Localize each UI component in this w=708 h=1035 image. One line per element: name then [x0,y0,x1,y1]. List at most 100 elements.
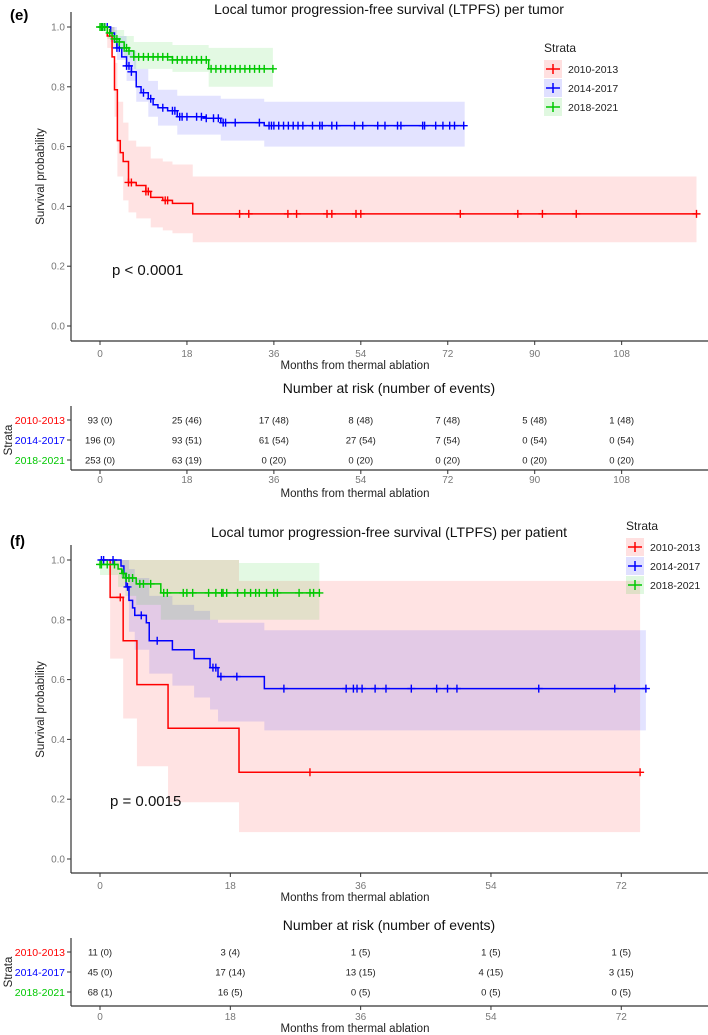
censor-mark [262,588,271,597]
x-tick-label: 72 [616,881,628,892]
censor-mark [158,103,167,112]
censor-mark [538,209,547,218]
censor-mark [298,121,307,130]
risk-cell: 1 (5) [351,948,371,959]
censor-mark [137,611,146,620]
censor-mark [268,64,277,73]
panel-label: (e) [10,7,28,24]
censor-mark [116,593,125,602]
risk-x-tick-label: 0 [97,475,103,486]
censor-mark [232,672,241,681]
legend-key-icon [546,64,560,74]
chart-title: Local tumor progression-free survival (L… [214,1,564,17]
panel-label: (f) [10,533,25,550]
censor-mark [452,684,461,693]
censor-mark [216,672,225,681]
risk-row-label: 2018-2021 [15,987,65,999]
risk-row-label: 2010-2013 [15,415,65,427]
chart-title: Local tumor progression-free survival (L… [211,524,567,540]
censor-mark [381,684,390,693]
censor-mark [110,560,119,569]
risk-x-axis-label: Months from thermal ablation [281,1023,430,1035]
legend-entry: 2010-2013 [568,64,618,76]
risk-cell: 0 (5) [612,988,632,999]
censor-mark [100,23,109,31]
censor-mark [144,187,153,196]
censor-mark [358,121,367,130]
censor-mark [153,636,162,645]
x-tick-label: 0 [97,349,103,360]
legend-entry: 2010-2013 [650,542,700,554]
censor-mark [139,88,148,97]
risk-x-tick-label: 36 [355,1012,367,1023]
risk-cell: 0 (20) [522,456,547,467]
censor-mark [221,118,230,127]
risk-x-tick-label: 18 [225,1012,237,1023]
censor-mark [255,118,264,127]
x-tick-label: 108 [613,349,630,360]
legend-title: Strata [626,519,658,533]
censor-mark [350,121,359,130]
risk-cell: 0 (20) [435,456,460,467]
censor-mark [103,560,112,569]
censor-mark [305,768,314,777]
censor-mark [396,121,405,130]
censor-mark [115,37,124,46]
censor-mark [146,94,155,103]
risk-x-tick-label: 54 [485,1012,497,1023]
censor-mark [431,121,440,130]
risk-cell: 196 (0) [85,436,115,447]
risk-cell: 63 (19) [172,456,202,467]
risk-cell: 4 (15) [479,968,504,979]
risk-cell: 8 (48) [348,416,373,427]
risk-cell: 1 (48) [609,416,634,427]
risk-cell: 0 (20) [261,456,286,467]
censor-mark [380,121,389,130]
legend-entry: 2014-2017 [650,561,700,573]
risk-cell: 45 (0) [88,968,113,979]
risk-cell: 3 (4) [221,948,241,959]
x-axis-label: Months from thermal ablation [281,892,430,904]
risk-cell: 0 (54) [609,436,634,447]
censor-mark [534,684,543,693]
risk-cell: 68 (1) [88,988,113,999]
risk-x-tick-label: 36 [268,475,280,486]
censor-mark [146,579,155,588]
censor-mark [244,209,253,218]
censor-mark [308,121,317,130]
risk-cell: 0 (5) [351,988,371,999]
risk-x-tick-label: 72 [442,475,454,486]
censor-mark [358,684,367,693]
censor-mark [109,556,118,564]
censor-mark [119,569,128,578]
y-tick-label: 0.8 [51,615,65,626]
legend-key-icon [628,542,642,552]
legend-key-icon [628,580,642,590]
risk-x-tick-label: 18 [181,475,193,486]
x-tick-label: 0 [97,881,103,892]
censor-mark [163,588,172,597]
y-tick-label: 0.0 [51,855,65,866]
risk-cell: 93 (51) [172,436,202,447]
risk-x-axis-label: Months from thermal ablation [281,488,430,500]
x-tick-label: 18 [181,349,193,360]
censor-mark [211,663,220,672]
censor-mark [124,46,133,55]
censor-mark [260,64,269,73]
y-tick-label: 1.0 [51,23,65,34]
risk-cell: 17 (14) [215,968,245,979]
censor-mark [420,121,429,130]
legend-key-icon [546,102,560,112]
risk-cell: 0 (54) [522,436,547,447]
y-tick-label: 1.0 [51,556,65,567]
censor-mark [163,196,172,205]
censor-mark [443,684,452,693]
risk-cell: 0 (20) [348,456,373,467]
censor-mark [123,582,132,591]
risk-row-label: 2018-2021 [15,455,65,467]
risk-row-label: 2014-2017 [15,967,65,979]
censor-mark [128,573,137,582]
censor-mark [235,209,244,218]
risk-table: Number at risk (number of events) Strata2… [3,917,708,1035]
